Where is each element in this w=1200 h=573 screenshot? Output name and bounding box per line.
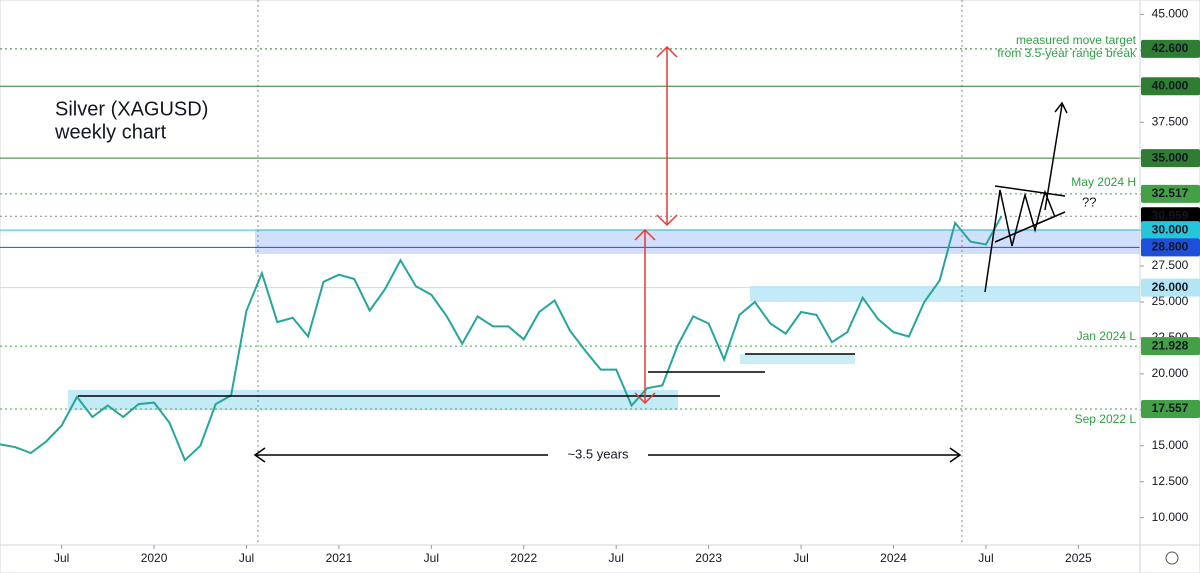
projection-arrow (1044, 104, 1063, 211)
annotation: Jan 2024 L (1077, 329, 1137, 343)
price-tag-label: 26.000 (1152, 280, 1189, 294)
annotation: ?? (1082, 194, 1096, 209)
triangle-line (994, 211, 1066, 243)
price-tag-label: 40.000 (1152, 78, 1189, 92)
label-bg (548, 445, 648, 465)
price-tag (1141, 238, 1200, 257)
arrow-head (1054, 101, 1068, 114)
resistance-zone (255, 229, 1140, 254)
settings-button[interactable] (1165, 551, 1179, 565)
x-tick-label: Jul (424, 551, 439, 565)
y-tick-label: 15.000 (1152, 438, 1189, 452)
y-tick-label: 20.000 (1152, 366, 1189, 380)
price-tag-label: 30.959 (1152, 208, 1189, 222)
arrow-head (634, 392, 656, 405)
x-tick-label: 2022 (510, 551, 537, 565)
y-tick-label: 45.000 (1152, 7, 1189, 21)
y-tick-label: 12.500 (1152, 474, 1189, 488)
price-tag-label: 17.557 (1152, 401, 1189, 415)
span-label: ~3.5 years (567, 446, 629, 461)
price-tag-label: 32.517 (1152, 186, 1189, 200)
axes: 10.00012.50015.00017.50020.00022.50025.0… (54, 7, 1200, 565)
x-tick-label: 2025 (1065, 551, 1092, 565)
measure-arrows (634, 45, 678, 405)
price-line (0, 215, 1003, 462)
x-tick-label: Jul (54, 551, 69, 565)
price-tag-label: 21.928 (1152, 338, 1189, 352)
price-tag-label: 28.800 (1152, 240, 1189, 254)
support-zone (750, 286, 1140, 302)
base-zone (68, 390, 678, 410)
price-tag (1141, 221, 1200, 240)
price-tag (1141, 207, 1200, 226)
price-tag (1141, 278, 1200, 297)
price-tag (1141, 39, 1200, 58)
x-tick-label: Jul (793, 551, 808, 565)
arrow-head (253, 447, 266, 463)
chart-title: Silver (XAGUSD) (55, 98, 208, 120)
y-tick-label: 37.500 (1152, 114, 1189, 128)
price-tag (1141, 337, 1200, 356)
y-tick-label: 10.000 (1152, 510, 1189, 524)
annotation: from 3.5-year range break (997, 46, 1137, 60)
x-tick-label: Jul (978, 551, 993, 565)
price-tag (1141, 184, 1200, 203)
y-tick-label: 25.000 (1152, 294, 1189, 308)
x-tick-label: Jul (239, 551, 254, 565)
zigzag (984, 189, 1056, 293)
x-tick-label: 2024 (880, 551, 907, 565)
price-tag-label: 42.600 (1152, 41, 1189, 55)
levels (0, 48, 1140, 410)
annotation: May 2024 H (1071, 175, 1136, 189)
price-tag (1141, 400, 1200, 419)
price-tag-label: 30.000 (1152, 222, 1189, 236)
price-tag (1141, 77, 1200, 96)
x-tick-label: Jul (609, 551, 624, 565)
arrow-head (656, 214, 678, 227)
annotation: Sep 2022 L (1075, 412, 1137, 426)
arrow-head (634, 228, 656, 241)
arrow-head (949, 447, 962, 463)
x-tick-label: 2023 (695, 551, 722, 565)
mid-zone (740, 354, 855, 364)
x-tick-label: 2020 (141, 551, 168, 565)
arrow-head (656, 45, 678, 58)
y-tick-label: 27.500 (1152, 258, 1189, 272)
series (0, 215, 1003, 462)
annotation: measured move target (1016, 33, 1137, 47)
x-tick-label: 2021 (326, 551, 353, 565)
price-tag-label: 35.000 (1152, 150, 1189, 164)
chart-subtitle: weekly chart (54, 121, 167, 143)
price-tag (1141, 149, 1200, 168)
triangle-line (994, 185, 1066, 197)
